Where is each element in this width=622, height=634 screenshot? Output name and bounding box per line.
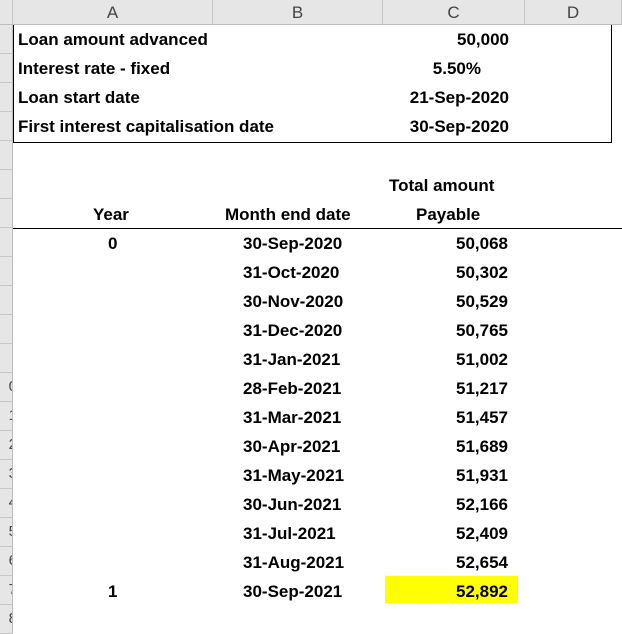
table-cell-amount[interactable]: 50,529 bbox=[456, 292, 508, 311]
input-value[interactable]: 50,000 bbox=[457, 30, 509, 49]
row-header-number: 1 bbox=[9, 407, 12, 424]
corner-cell[interactable] bbox=[0, 0, 13, 25]
header-amount-line1: Total amount bbox=[389, 176, 495, 195]
row-header[interactable] bbox=[0, 315, 13, 344]
row-header[interactable] bbox=[0, 170, 13, 199]
input-block-bottom-border bbox=[13, 142, 612, 143]
table-cell-amount[interactable]: 51,002 bbox=[456, 350, 508, 369]
column-header-a[interactable]: A bbox=[13, 0, 213, 25]
table-cell-amount[interactable]: 50,765 bbox=[456, 321, 508, 340]
row-header-number: 0 bbox=[9, 378, 12, 395]
row-header[interactable]: 4 bbox=[0, 489, 13, 518]
table-cell-amount[interactable]: 51,931 bbox=[456, 466, 508, 485]
table-cell-year[interactable]: 0 bbox=[108, 234, 118, 253]
row-header[interactable]: 2 bbox=[0, 431, 13, 460]
column-header-d[interactable]: D bbox=[525, 0, 622, 25]
input-block-left-border bbox=[13, 25, 14, 143]
row-header-number: 2 bbox=[9, 436, 12, 453]
row-header[interactable]: 3 bbox=[0, 460, 13, 489]
table-cell-amount[interactable]: 50,302 bbox=[456, 263, 508, 282]
header-amount-line2: Payable bbox=[416, 205, 481, 224]
row-header[interactable]: 6 bbox=[0, 547, 13, 576]
row-header[interactable]: 1 bbox=[0, 402, 13, 431]
table-cell-amount[interactable]: 51,689 bbox=[456, 437, 508, 456]
input-value[interactable]: 5.50% bbox=[432, 59, 481, 78]
input-value[interactable]: 21-Sep-2020 bbox=[409, 88, 509, 107]
table-cell-amount[interactable]: 52,166 bbox=[456, 495, 508, 514]
table-cell-date[interactable]: 30-Sep-2021 bbox=[243, 582, 343, 601]
input-value[interactable]: 30-Sep-2020 bbox=[409, 117, 509, 136]
row-header[interactable] bbox=[0, 141, 13, 170]
table-header-underline bbox=[13, 228, 622, 229]
table-cell-date[interactable]: 31-Jan-2021 bbox=[243, 350, 341, 369]
final-amount-highlight bbox=[385, 576, 518, 603]
table-cell-date[interactable]: 28-Feb-2021 bbox=[243, 379, 342, 398]
input-label[interactable]: Interest rate - fixed bbox=[18, 59, 171, 78]
row-header[interactable]: 5 bbox=[0, 518, 13, 547]
row-header[interactable]: 7 bbox=[0, 576, 13, 605]
input-block-right-border bbox=[611, 25, 612, 143]
row-header[interactable]: 8 bbox=[0, 605, 13, 634]
table-cell-date[interactable]: 31-Jul-2021 bbox=[243, 524, 336, 543]
table-cell-date[interactable]: 31-Aug-2021 bbox=[243, 553, 345, 572]
table-cell-amount[interactable]: 52,892 bbox=[456, 582, 508, 601]
header-year: Year bbox=[93, 205, 129, 224]
row-header-number: 6 bbox=[9, 552, 12, 569]
column-header-c[interactable]: C bbox=[383, 0, 525, 25]
table-cell-date[interactable]: 30-Apr-2021 bbox=[243, 437, 341, 456]
row-header[interactable] bbox=[0, 199, 13, 228]
row-header[interactable] bbox=[0, 257, 13, 286]
row-header[interactable] bbox=[0, 112, 13, 141]
table-cell-date[interactable]: 31-Dec-2020 bbox=[243, 321, 343, 340]
row-header[interactable] bbox=[0, 344, 13, 373]
row-header[interactable] bbox=[0, 83, 13, 112]
table-cell-date[interactable]: 30-Nov-2020 bbox=[243, 292, 344, 311]
table-cell-date[interactable]: 30-Sep-2020 bbox=[243, 234, 343, 253]
row-header[interactable] bbox=[0, 25, 13, 54]
table-cell-amount[interactable]: 52,654 bbox=[456, 553, 508, 572]
input-label[interactable]: First interest capitalisation date bbox=[18, 117, 275, 136]
table-cell-date[interactable]: 31-May-2021 bbox=[243, 466, 345, 485]
table-cell-date[interactable]: 31-Mar-2021 bbox=[243, 408, 342, 427]
row-header[interactable]: 0 bbox=[0, 373, 13, 402]
row-header[interactable] bbox=[0, 286, 13, 315]
table-cell-date[interactable]: 30-Jun-2021 bbox=[243, 495, 342, 514]
table-cell-amount[interactable]: 52,409 bbox=[456, 524, 508, 543]
column-header-b[interactable]: B bbox=[213, 0, 383, 25]
input-label[interactable]: Loan start date bbox=[18, 88, 140, 107]
header-month-end-date: Month end date bbox=[225, 205, 351, 224]
table-cell-amount[interactable]: 51,217 bbox=[456, 379, 508, 398]
row-header-number: 7 bbox=[9, 581, 12, 598]
table-cell-date[interactable]: 31-Oct-2020 bbox=[243, 263, 340, 282]
row-header[interactable] bbox=[0, 54, 13, 83]
row-header-number: 4 bbox=[9, 494, 12, 511]
table-cell-year[interactable]: 1 bbox=[108, 582, 118, 601]
input-label[interactable]: Loan amount advanced bbox=[18, 30, 208, 49]
row-header-number: 3 bbox=[9, 465, 12, 482]
row-header-number: 8 bbox=[9, 610, 12, 627]
table-cell-amount[interactable]: 50,068 bbox=[456, 234, 508, 253]
row-header-number: 5 bbox=[9, 523, 12, 540]
row-header[interactable] bbox=[0, 228, 13, 257]
table-cell-amount[interactable]: 51,457 bbox=[456, 408, 508, 427]
